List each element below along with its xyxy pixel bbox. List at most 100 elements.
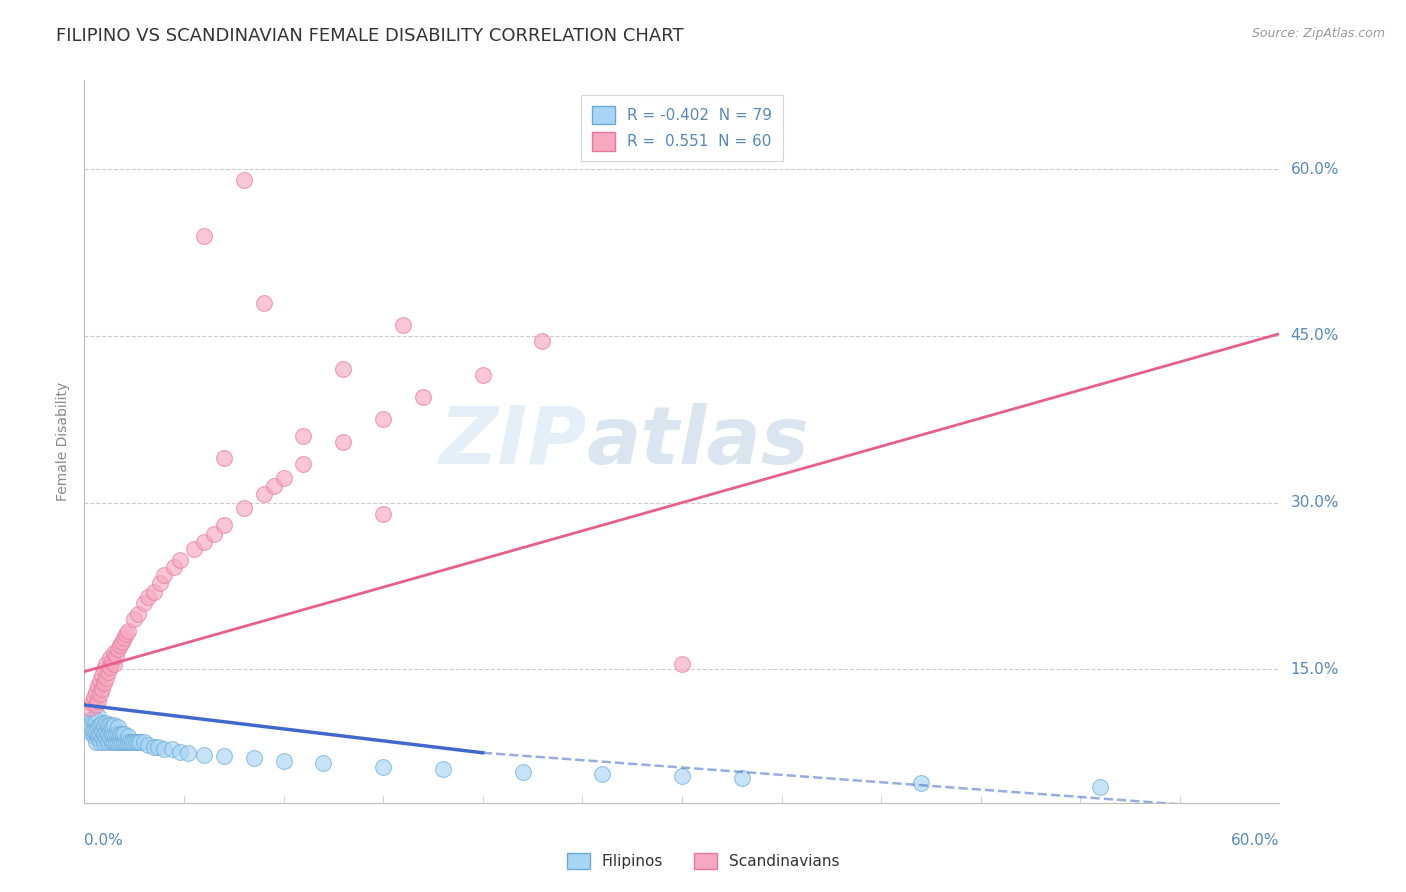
Point <box>125 734 148 748</box>
Point <box>202 526 225 541</box>
Point <box>232 173 254 187</box>
Point <box>143 740 166 755</box>
Point <box>107 720 129 734</box>
Text: 30.0%: 30.0% <box>1291 495 1339 510</box>
Point <box>132 734 156 748</box>
Point <box>212 517 235 532</box>
Point <box>96 723 118 738</box>
Point <box>312 756 335 770</box>
Point <box>91 715 114 730</box>
Point <box>110 638 132 652</box>
Text: atlas: atlas <box>586 402 808 481</box>
Text: 15.0%: 15.0% <box>1291 662 1339 677</box>
Point <box>117 624 139 638</box>
Point <box>112 727 135 741</box>
Point <box>177 746 200 760</box>
Legend: Filipinos, Scandinavians: Filipinos, Scandinavians <box>561 847 845 875</box>
Point <box>115 734 138 748</box>
Point <box>112 632 135 646</box>
Point <box>103 734 125 748</box>
Point <box>82 723 104 738</box>
Point <box>117 734 139 748</box>
Point <box>87 693 110 707</box>
Point <box>253 295 276 310</box>
Point <box>89 727 111 741</box>
Text: 45.0%: 45.0% <box>1291 328 1339 343</box>
Point <box>242 751 264 765</box>
Point <box>83 729 105 743</box>
Point <box>169 745 191 759</box>
Point <box>97 718 120 732</box>
Point <box>98 731 121 746</box>
Point <box>98 718 121 732</box>
Point <box>107 727 129 741</box>
Point <box>93 734 115 748</box>
Point <box>373 507 395 521</box>
Text: 60.0%: 60.0% <box>1232 833 1279 848</box>
Text: 0.0%: 0.0% <box>84 833 124 848</box>
Point <box>103 657 125 671</box>
Point <box>149 575 172 590</box>
Point <box>89 673 111 688</box>
Point <box>591 767 613 781</box>
Point <box>163 560 186 574</box>
Point <box>93 727 115 741</box>
Point <box>169 553 191 567</box>
Point <box>160 742 183 756</box>
Point <box>89 734 111 748</box>
Point <box>83 713 105 727</box>
Point <box>373 412 395 426</box>
Point <box>263 479 285 493</box>
Point <box>101 727 124 741</box>
Point <box>193 534 215 549</box>
Text: FILIPINO VS SCANDINAVIAN FEMALE DISABILITY CORRELATION CHART: FILIPINO VS SCANDINAVIAN FEMALE DISABILI… <box>56 27 683 45</box>
Point <box>212 749 235 764</box>
Point <box>93 718 115 732</box>
Point <box>77 723 100 738</box>
Legend: R = -0.402  N = 79, R =  0.551  N = 60: R = -0.402 N = 79, R = 0.551 N = 60 <box>581 95 783 161</box>
Point <box>112 734 135 748</box>
Point <box>117 729 139 743</box>
Point <box>146 740 169 755</box>
Point <box>120 734 142 748</box>
Point <box>671 769 693 783</box>
Point <box>392 318 415 332</box>
Point <box>97 665 120 679</box>
Point <box>97 734 120 748</box>
Point <box>87 709 110 723</box>
Point <box>153 568 176 582</box>
Point <box>253 487 276 501</box>
Point <box>83 690 105 705</box>
Point <box>86 698 108 712</box>
Point <box>93 675 115 690</box>
Point <box>86 723 108 738</box>
Point <box>111 734 134 748</box>
Point <box>107 734 129 748</box>
Point <box>143 584 166 599</box>
Point <box>273 471 295 485</box>
Point <box>273 754 295 768</box>
Point <box>105 649 128 664</box>
Point <box>87 727 110 741</box>
Point <box>91 682 114 697</box>
Point <box>79 718 101 732</box>
Point <box>110 727 132 741</box>
Text: ZIP: ZIP <box>439 402 586 481</box>
Point <box>332 362 354 376</box>
Point <box>512 764 534 779</box>
Point <box>193 228 215 243</box>
Point <box>89 687 111 701</box>
Text: 60.0%: 60.0% <box>1291 161 1339 177</box>
Point <box>86 734 108 748</box>
Point <box>97 727 120 741</box>
Point <box>103 727 125 741</box>
Point <box>91 731 114 746</box>
Point <box>121 734 143 748</box>
Point <box>193 747 215 762</box>
Point <box>98 723 121 738</box>
Point <box>89 718 111 732</box>
Point <box>91 723 114 738</box>
Point <box>127 607 149 621</box>
Point <box>86 684 108 698</box>
Point <box>91 668 114 682</box>
